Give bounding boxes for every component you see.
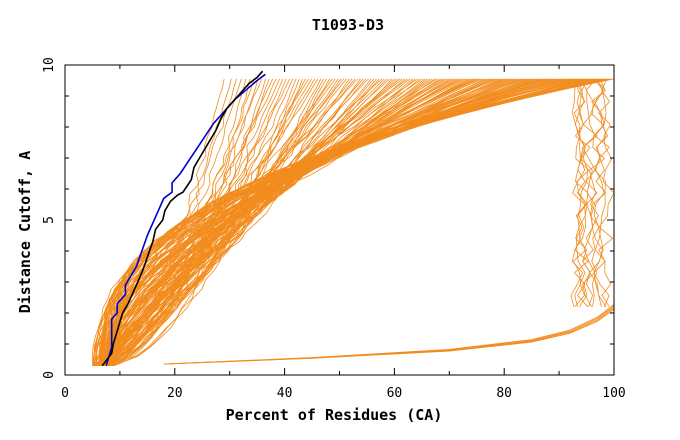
model-curve: [95, 78, 574, 366]
model-curve: [110, 78, 615, 366]
model-curves: [91, 78, 615, 367]
model-curve: [103, 78, 612, 366]
x-tick-label: 80: [496, 386, 512, 401]
x-tick-label: 20: [167, 386, 183, 401]
model-curve: [108, 78, 377, 367]
model-curve: [105, 78, 537, 366]
model-curve: [573, 78, 590, 308]
highlight-blue-line: [105, 73, 266, 366]
model-curve: [105, 78, 350, 367]
model-curve: [574, 78, 588, 308]
model-curve: [113, 78, 528, 366]
model-curve: [100, 78, 555, 366]
model-curve: [572, 78, 589, 307]
y-axis-label: Distance Cutoff, A: [16, 151, 34, 314]
model-curve: [99, 78, 433, 366]
x-tick-label: 60: [387, 386, 403, 401]
model-curve: [110, 78, 494, 366]
x-tick-label: 0: [61, 386, 69, 401]
model-curve: [109, 78, 577, 366]
highlighted-models: [101, 70, 266, 367]
model-curve: [100, 78, 568, 366]
model-curve: [589, 78, 607, 307]
model-curve: [99, 78, 593, 366]
model-curve: [109, 78, 426, 366]
model-curve: [163, 305, 615, 365]
model-curve: [96, 78, 566, 366]
model-curve: [108, 78, 535, 366]
highlight-black-line: [101, 70, 264, 367]
model-curve: [163, 304, 615, 365]
x-axis-label: Percent of Residues (CA): [226, 406, 443, 424]
chart-title: T1093-D3: [312, 16, 384, 34]
y-tick-label: 10: [42, 57, 57, 73]
model-curve: [110, 78, 539, 366]
axes: 0 20 40 60 80 100 0 5 10: [42, 57, 626, 401]
x-tick-label: 100: [602, 386, 625, 401]
y-tick-label: 5: [42, 216, 57, 224]
x-tick-label: 40: [277, 386, 293, 401]
model-curve: [593, 78, 610, 307]
model-curve: [110, 78, 393, 367]
model-curve: [107, 78, 557, 366]
model-curve: [593, 78, 609, 308]
model-curve: [109, 78, 508, 366]
model-curve: [101, 78, 600, 366]
model-curve: [98, 78, 579, 366]
model-curve: [579, 78, 596, 307]
model-curve: [102, 78, 548, 366]
model-curve: [574, 78, 591, 308]
model-curve: [109, 78, 550, 366]
model-curve: [101, 78, 561, 366]
y-tick-label: 0: [42, 371, 57, 379]
model-curve: [102, 78, 572, 366]
